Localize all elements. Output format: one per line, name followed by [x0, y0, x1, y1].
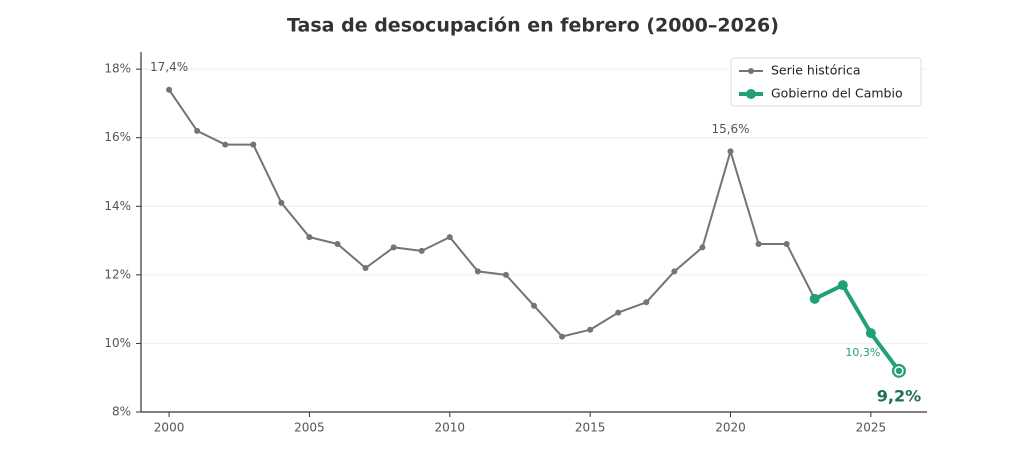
series-line — [813, 283, 901, 373]
data-point — [250, 141, 257, 148]
data-point — [474, 268, 481, 275]
data-point — [446, 234, 453, 241]
legend-label: Serie histórica — [771, 63, 861, 78]
data-point — [166, 86, 173, 93]
data-point — [865, 328, 876, 339]
data-point — [837, 280, 848, 291]
point-ring — [894, 366, 904, 376]
legend: Serie histórica Gobierno del Cambio — [730, 57, 922, 107]
value-label: 17,4% — [150, 60, 188, 74]
legend-label: Gobierno del Cambio — [771, 86, 903, 101]
series-line — [168, 89, 816, 338]
data-point — [727, 148, 734, 155]
data-point — [643, 299, 650, 306]
data-point — [362, 265, 369, 271]
value-label: 10,3% — [845, 346, 880, 359]
value-label: 9,2% — [877, 386, 921, 405]
data-point — [418, 247, 425, 254]
y-tick-label: 10% — [104, 336, 131, 350]
data-point — [755, 241, 762, 247]
chart-title: Tasa de desocupación en febrero (2000–20… — [287, 15, 779, 37]
x-tick-label: 2025 — [856, 421, 887, 435]
y-tick-label: 8% — [112, 405, 131, 419]
value-label: 15,6% — [711, 122, 749, 136]
data-point — [587, 326, 594, 333]
x-tick-label: 2015 — [575, 421, 606, 435]
legend-marker — [748, 68, 754, 74]
data-point — [699, 244, 706, 251]
x-tick-label: 2005 — [294, 421, 325, 435]
legend-box — [730, 57, 922, 107]
data-point — [334, 241, 341, 247]
data-point — [891, 363, 906, 378]
y-tick-label: 12% — [104, 267, 131, 281]
data-point — [502, 271, 509, 278]
y-tick-label: 16% — [104, 130, 131, 144]
data-point — [559, 333, 566, 340]
data-point — [531, 302, 537, 309]
data-point — [306, 234, 313, 241]
data-point — [194, 127, 201, 134]
data-point — [222, 141, 229, 148]
y-tick-label: 18% — [104, 62, 131, 76]
data-point — [615, 309, 622, 316]
data-point — [278, 199, 285, 206]
x-tick-label: 2010 — [435, 421, 466, 435]
data-point — [390, 244, 397, 251]
data-point — [671, 268, 678, 275]
data-point — [809, 293, 820, 304]
legend-marker — [746, 89, 756, 99]
y-tick-label: 14% — [104, 199, 131, 213]
data-point — [783, 241, 790, 247]
x-tick-label: 2000 — [154, 421, 185, 435]
x-tick-label: 2020 — [715, 421, 746, 435]
